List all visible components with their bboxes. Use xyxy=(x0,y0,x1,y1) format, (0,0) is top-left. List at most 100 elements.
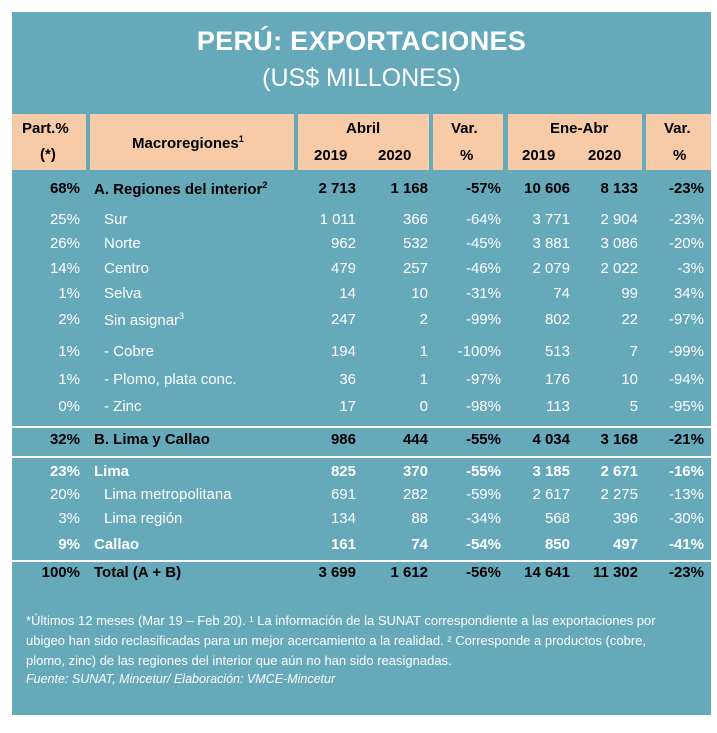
cell-evar: -99% xyxy=(668,343,704,360)
cell-region-name: - Zinc xyxy=(104,398,142,415)
cell-region-name: A. Regiones del interior2 xyxy=(94,180,268,198)
header-ene-abr-2020: 2020 xyxy=(588,147,622,164)
cell-part: 32% xyxy=(49,431,80,448)
cell-e2019: 74 xyxy=(553,285,570,302)
cell-a2020: 370 xyxy=(402,463,428,480)
cell-avar: -34% xyxy=(465,510,501,527)
cell-region-name: Centro xyxy=(104,260,150,277)
header-var-ene-abr-pct: % xyxy=(673,147,687,164)
cell-e2019: 176 xyxy=(544,371,570,388)
cell-a2019: 2 713 xyxy=(318,180,356,197)
cell-region-name: B. Lima y Callao xyxy=(94,431,210,448)
cell-e2019: 2 617 xyxy=(532,486,570,503)
cell-e2020: 396 xyxy=(612,510,638,527)
cell-a2020: 1 168 xyxy=(390,180,428,197)
cell-e2019: 3 185 xyxy=(532,463,570,480)
cell-part: 9% xyxy=(58,536,80,553)
header-var-abril: Var. % xyxy=(433,114,503,170)
footnote-marker: 3 xyxy=(179,311,185,321)
cell-evar: -3% xyxy=(677,260,704,277)
source-note: Fuente: SUNAT, Mincetur/ Elaboración: VM… xyxy=(26,672,336,686)
cell-e2019: 113 xyxy=(546,398,570,415)
cell-a2020: 282 xyxy=(402,486,428,503)
cell-a2020: 74 xyxy=(411,536,428,553)
header-part-line2: (*) xyxy=(40,146,56,163)
cell-a2019: 36 xyxy=(339,371,356,388)
cell-e2019: 802 xyxy=(544,311,570,328)
header-var-abril-pct: % xyxy=(460,147,474,164)
header-ene-abr: Ene-Abr 2019 2020 xyxy=(508,114,642,170)
cell-e2019: 14 641 xyxy=(524,564,570,581)
separator-total xyxy=(12,560,711,562)
cell-e2019: 3 771 xyxy=(532,211,570,228)
cell-e2020: 3 086 xyxy=(600,235,638,252)
cell-evar: -30% xyxy=(668,510,704,527)
cell-a2019: 986 xyxy=(330,431,356,448)
cell-e2020: 7 xyxy=(629,343,638,360)
cell-a2019: 134 xyxy=(330,510,356,527)
cell-evar: -16% xyxy=(668,463,704,480)
cell-part: 1% xyxy=(58,371,80,388)
cell-e2019: 513 xyxy=(544,343,570,360)
cell-evar: -20% xyxy=(668,235,704,252)
cell-region-name: Norte xyxy=(104,235,141,252)
cell-region-name: Sur xyxy=(104,211,128,228)
cell-part: 1% xyxy=(58,343,80,360)
cell-a2019: 161 xyxy=(330,536,356,553)
header-macro-label: Macroregiones1 xyxy=(132,134,244,152)
cell-a2019: 14 xyxy=(339,285,356,302)
header-abril-2019: 2019 xyxy=(314,147,348,164)
cell-part: 1% xyxy=(58,285,80,302)
cell-part: 68% xyxy=(49,180,80,197)
cell-part: 25% xyxy=(49,211,80,228)
cell-avar: -57% xyxy=(465,180,501,197)
cell-evar: -95% xyxy=(668,398,704,415)
header-part: Part.% (*) xyxy=(12,114,86,170)
footnote-line-1: *Últimos 12 meses (Mar 19 – Feb 20). ¹ L… xyxy=(26,613,656,628)
cell-part: 100% xyxy=(41,564,80,581)
header-var-abril-label: Var. xyxy=(451,120,478,137)
cell-a2019: 825 xyxy=(330,463,356,480)
cell-a2020: 0 xyxy=(419,398,428,415)
header-macroregiones: Macroregiones1 xyxy=(90,114,294,170)
cell-region-name: Sin asignar3 xyxy=(104,311,185,329)
cell-region-name: Total (A + B) xyxy=(94,564,182,581)
cell-a2019: 962 xyxy=(330,235,356,252)
cell-a2020: 10 xyxy=(411,285,428,302)
cell-a2020: 1 612 xyxy=(390,564,428,581)
cell-e2020: 2 275 xyxy=(600,486,638,503)
cell-part: 0% xyxy=(58,398,80,415)
cell-e2019: 2 079 xyxy=(532,260,570,277)
header-abril: Abril 2019 2020 xyxy=(298,114,429,170)
cell-region-name: Lima región xyxy=(104,510,183,527)
separator-lima-callao xyxy=(12,426,711,428)
cell-avar: -64% xyxy=(465,211,501,228)
cell-avar: -97% xyxy=(465,371,501,388)
header-var-ene-abr: Var. % xyxy=(646,114,711,170)
cell-avar: -31% xyxy=(465,285,501,302)
cell-avar: -56% xyxy=(465,564,501,581)
cell-a2020: 1 xyxy=(419,371,428,388)
cell-avar: -55% xyxy=(465,431,501,448)
footnote-line-2: ubigeo han sido reclasificadas para un m… xyxy=(26,633,647,648)
cell-a2020: 257 xyxy=(402,260,428,277)
cell-evar: -97% xyxy=(668,311,704,328)
cell-a2019: 17 xyxy=(339,398,356,415)
cell-a2020: 366 xyxy=(402,211,428,228)
cell-a2020: 444 xyxy=(402,431,428,448)
cell-part: 2% xyxy=(58,311,80,328)
cell-region-name: - Cobre xyxy=(104,343,155,360)
separator-lima xyxy=(12,456,711,458)
cell-part: 3% xyxy=(58,510,80,527)
cell-e2019: 568 xyxy=(544,510,570,527)
cell-part: 20% xyxy=(49,486,80,503)
cell-evar: -23% xyxy=(668,564,704,581)
cell-region-name: - Plomo, plata conc. xyxy=(104,371,237,388)
cell-avar: -54% xyxy=(465,536,501,553)
cell-part: 26% xyxy=(49,235,80,252)
cell-e2020: 497 xyxy=(612,536,638,553)
cell-part: 14% xyxy=(49,260,80,277)
cell-evar: -23% xyxy=(668,211,704,228)
cell-e2019: 3 881 xyxy=(532,235,570,252)
cell-avar: -98% xyxy=(465,398,501,415)
